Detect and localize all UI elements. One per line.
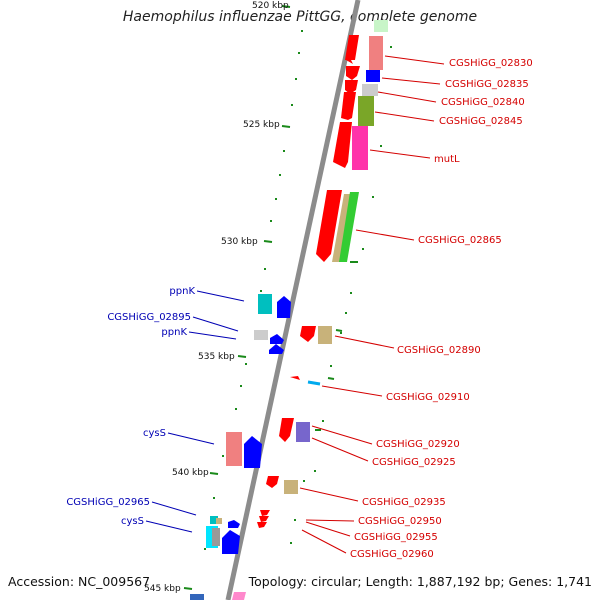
feature-02865[interactable] bbox=[316, 190, 359, 263]
gene-label-cyss-2[interactable]: cysS bbox=[121, 516, 144, 527]
scale-label-520: 520 kbp bbox=[252, 1, 289, 11]
feature-02950-cluster[interactable] bbox=[257, 510, 270, 528]
gene-label-02935[interactable]: CGSHiGG_02935 bbox=[362, 497, 446, 508]
gene-label-02890[interactable]: CGSHiGG_02890 bbox=[397, 345, 481, 356]
gene-arrow-mutl bbox=[333, 122, 352, 168]
map-title: Haemophilus influenzae PittGG, complete … bbox=[122, 9, 478, 25]
feature-cyss-cluster[interactable] bbox=[226, 432, 262, 468]
scale-label-535: 535 kbp bbox=[198, 352, 235, 362]
feature-ppnk-cluster[interactable] bbox=[254, 294, 291, 354]
gene-label-02920[interactable]: CGSHiGG_02920 bbox=[376, 439, 460, 450]
feature-02965-cluster[interactable] bbox=[206, 516, 240, 554]
gene-labels-right: CGSHiGG_02830 CGSHiGG_02835 CGSHiGG_0284… bbox=[350, 58, 533, 560]
gene-label-02925[interactable]: CGSHiGG_02925 bbox=[372, 457, 456, 468]
gene-arrow-02830 bbox=[345, 35, 359, 64]
gene-label-02835[interactable]: CGSHiGG_02835 bbox=[445, 79, 529, 90]
gene-label-02960[interactable]: CGSHiGG_02960 bbox=[350, 549, 434, 560]
gene-label-cyss-1[interactable]: cysS bbox=[143, 428, 166, 439]
genome-backbone bbox=[225, 0, 361, 600]
scale-label-530: 530 kbp bbox=[221, 237, 258, 247]
gene-label-ppnk-1[interactable]: ppnK bbox=[169, 286, 195, 297]
feature-02910[interactable] bbox=[290, 376, 335, 386]
label-connectors-right bbox=[299, 55, 445, 554]
feature-bottom-partial[interactable] bbox=[190, 594, 204, 600]
gene-box-mutl bbox=[352, 126, 368, 170]
feature-cluster-top[interactable] bbox=[333, 20, 388, 170]
gene-label-02965[interactable]: CGSHiGG_02965 bbox=[66, 497, 150, 508]
guide-dots bbox=[204, 30, 392, 550]
gene-label-02955[interactable]: CGSHiGG_02955 bbox=[354, 532, 438, 543]
gene-box-02845 bbox=[358, 96, 374, 126]
gene-box-02835 bbox=[366, 70, 380, 82]
scale-label-525: 525 kbp bbox=[243, 120, 280, 130]
scale-labels: 520 kbp 525 kbp 530 kbp 535 kbp 540 kbp … bbox=[144, 1, 289, 594]
accession-text: Accession: NC_009567 bbox=[8, 574, 151, 589]
feature-bottom-pink[interactable] bbox=[232, 592, 246, 600]
gene-label-02910[interactable]: CGSHiGG_02910 bbox=[386, 392, 470, 403]
genome-summary-text: Topology: circular; Length: 1,887,192 bp… bbox=[248, 574, 592, 589]
feature-02890[interactable] bbox=[300, 326, 343, 344]
gene-label-02950[interactable]: CGSHiGG_02950 bbox=[358, 516, 442, 527]
gene-labels-left: ppnK CGSHiGG_02895 ppnK cysS CGSHiGG_029… bbox=[66, 286, 195, 527]
gene-arrow-02835 bbox=[346, 66, 360, 80]
gene-box-02830 bbox=[369, 36, 383, 70]
scale-label-540: 540 kbp bbox=[172, 468, 209, 478]
gene-label-mutl[interactable]: mutL bbox=[434, 154, 460, 165]
gene-label-02865[interactable]: CGSHiGG_02865 bbox=[418, 235, 502, 246]
scale-ticks bbox=[183, 5, 291, 590]
gene-arrow-02845 bbox=[341, 92, 356, 120]
gene-box-02840 bbox=[362, 84, 378, 96]
gene-label-02840[interactable]: CGSHiGG_02840 bbox=[441, 97, 525, 108]
feature-02935[interactable] bbox=[266, 476, 298, 494]
label-connectors-left bbox=[145, 290, 245, 533]
feature-02920[interactable] bbox=[279, 418, 321, 442]
gene-arrow-02840 bbox=[345, 80, 358, 94]
gene-label-02845[interactable]: CGSHiGG_02845 bbox=[439, 116, 523, 127]
gene-label-02830[interactable]: CGSHiGG_02830 bbox=[449, 58, 533, 69]
gene-label-02895[interactable]: CGSHiGG_02895 bbox=[107, 312, 191, 323]
scale-label-545: 545 kbp bbox=[144, 584, 181, 594]
gene-label-ppnk-2[interactable]: ppnK bbox=[161, 327, 187, 338]
